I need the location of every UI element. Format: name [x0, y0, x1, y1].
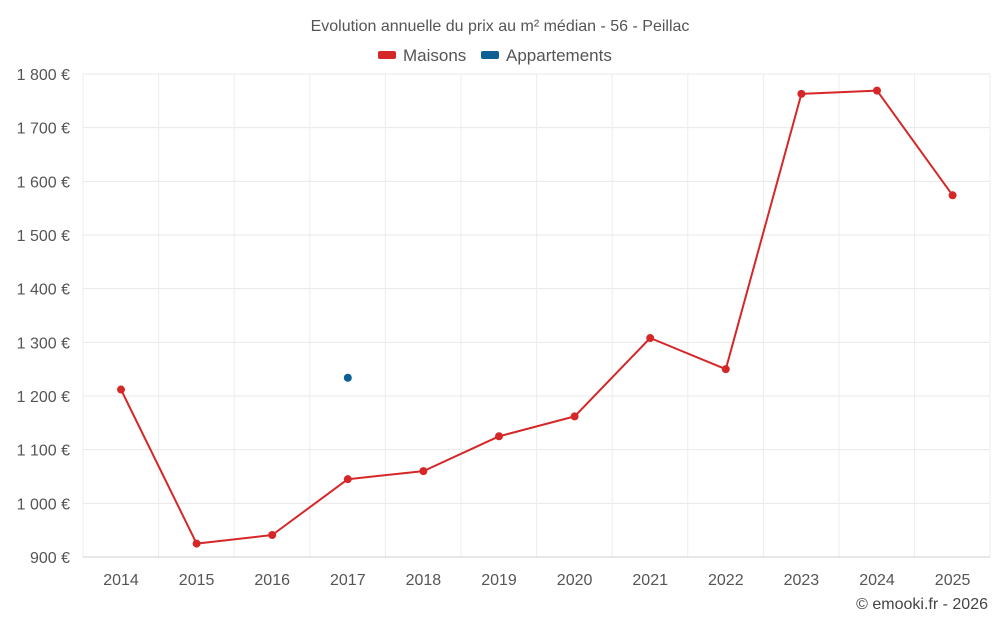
- legend-item-appartements[interactable]: Appartements: [481, 46, 612, 65]
- x-tick-label: 2014: [103, 572, 139, 589]
- y-tick-label: 1 800 €: [17, 67, 70, 84]
- x-tick-label: 2025: [935, 572, 971, 589]
- y-tick-label: 1 500 €: [17, 228, 70, 245]
- x-tick-label: 2024: [859, 572, 895, 589]
- data-point-maisons[interactable]: [570, 412, 579, 421]
- data-point-maisons[interactable]: [873, 86, 881, 95]
- grid: [82, 73, 991, 557]
- x-tick-label: 2018: [406, 572, 442, 589]
- data-point-maisons[interactable]: [419, 467, 428, 476]
- y-tick-label: 1 700 €: [17, 121, 70, 138]
- data-point-appartements[interactable]: [343, 373, 352, 382]
- x-tick-label: 2017: [330, 572, 366, 589]
- data-point-maisons[interactable]: [343, 475, 352, 484]
- legend-label-appartements: Appartements: [506, 46, 612, 65]
- y-tick-label: 1 200 €: [17, 389, 70, 406]
- x-tick-label: 2020: [557, 572, 593, 589]
- data-point-maisons[interactable]: [797, 89, 806, 98]
- legend-swatch-appartements: [481, 51, 499, 59]
- data-point-maisons[interactable]: [948, 191, 957, 200]
- chart-title: Evolution annuelle du prix au m² médian …: [311, 18, 690, 35]
- data-point-maisons[interactable]: [721, 365, 730, 374]
- x-tick-label: 2021: [632, 572, 668, 589]
- legend: Maisons Appartements: [378, 46, 612, 65]
- series-layer: [117, 86, 957, 548]
- data-point-maisons[interactable]: [495, 432, 503, 441]
- x-tick-label: 2016: [254, 572, 290, 589]
- series-line-maisons: [120, 89, 954, 545]
- legend-item-maisons[interactable]: Maisons: [378, 46, 466, 65]
- x-tick-label: 2022: [708, 572, 744, 589]
- y-tick-label: 1 000 €: [17, 496, 70, 513]
- data-point-maisons[interactable]: [646, 334, 655, 343]
- legend-label-maisons: Maisons: [403, 46, 466, 65]
- x-tick-label: 2019: [481, 572, 517, 589]
- y-tick-label: 1 100 €: [17, 443, 70, 460]
- y-axis: 900 € 1 000 € 1 100 € 1 200 € 1 300 € 1 400 €…: [17, 67, 70, 567]
- y-tick-label: 900 €: [30, 550, 70, 567]
- credit-text: © emooki.fr - 2026: [856, 596, 988, 613]
- y-tick-label: 1 400 €: [17, 282, 70, 299]
- legend-swatch-maisons: [378, 51, 396, 59]
- y-tick-label: 1 600 €: [17, 174, 70, 191]
- data-point-maisons[interactable]: [268, 530, 277, 539]
- x-tick-label: 2015: [179, 572, 215, 589]
- data-point-maisons[interactable]: [192, 539, 201, 548]
- y-tick-label: 1 300 €: [17, 335, 70, 352]
- x-axis: 2014 2015 2016 2017 2018 2019 2020 2021 2022 2023…: [83, 556, 990, 589]
- data-point-maisons[interactable]: [117, 385, 125, 394]
- x-tick-label: 2023: [784, 572, 820, 589]
